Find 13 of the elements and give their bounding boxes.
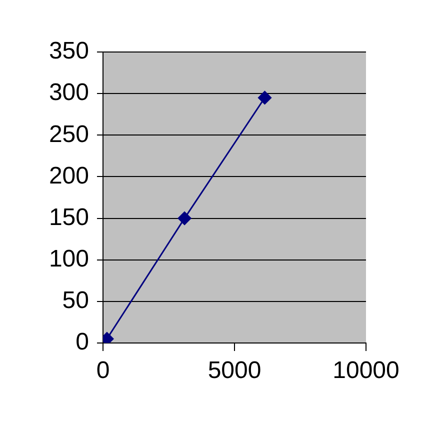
x-tick-label: 0 [96,357,110,384]
y-tick-label: 150 [48,204,89,231]
point [258,90,272,104]
x-tick-label: 10000 [332,357,400,384]
x-tick-label: 5000 [208,357,262,384]
point [178,212,192,226]
y-tick-label: 0 [76,328,89,356]
y-tick-label: 300 [48,79,89,106]
y-tick-label: 350 [48,38,89,65]
y-tick-label: 200 [48,162,89,190]
y-tick-label: 100 [48,245,89,272]
y-tick-label: 250 [48,120,89,148]
y-tick-label: 50 [62,287,89,314]
